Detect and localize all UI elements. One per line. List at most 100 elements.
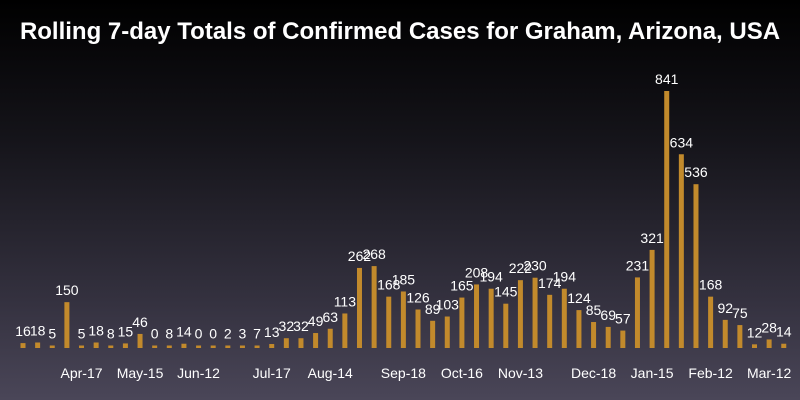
bar-49 bbox=[737, 325, 743, 348]
bar-14 bbox=[225, 345, 231, 348]
data-label-44: 841 bbox=[655, 71, 679, 87]
data-label-31: 208 bbox=[465, 264, 489, 280]
data-label-26: 185 bbox=[392, 271, 416, 287]
data-label-6: 8 bbox=[107, 326, 115, 342]
bar-18 bbox=[283, 338, 289, 348]
bar-37 bbox=[561, 288, 567, 348]
data-label-14: 2 bbox=[224, 326, 232, 342]
data-label-25: 168 bbox=[377, 277, 401, 293]
data-label-33: 145 bbox=[494, 284, 518, 300]
data-label-10: 8 bbox=[165, 326, 173, 342]
data-label-3: 150 bbox=[55, 282, 79, 298]
bar-35 bbox=[532, 277, 538, 348]
data-label-40: 69 bbox=[600, 307, 616, 323]
x-tick-label-11: Mar-12 bbox=[747, 365, 792, 381]
data-label-1: 18 bbox=[30, 323, 46, 339]
x-axis-tick-labels: Apr-17 May-15 Jun-12 Jul-17 Aug-14 Sep-18 Oct-… bbox=[61, 365, 792, 381]
data-label-36: 174 bbox=[538, 275, 562, 291]
bar-23 bbox=[356, 267, 362, 348]
bar-47 bbox=[708, 296, 714, 348]
data-label-23: 262 bbox=[348, 248, 372, 264]
data-label-51: 28 bbox=[761, 319, 777, 335]
data-label-45: 634 bbox=[670, 134, 694, 150]
x-tick-label-2: Jun-12 bbox=[177, 365, 220, 381]
data-label-47: 168 bbox=[699, 277, 723, 293]
bar-36 bbox=[547, 294, 553, 348]
bar-13 bbox=[210, 345, 216, 348]
data-label-48: 92 bbox=[717, 300, 733, 316]
bar-10 bbox=[166, 345, 172, 348]
data-label-13: 0 bbox=[209, 326, 217, 342]
bar-17 bbox=[269, 344, 275, 348]
data-label-30: 165 bbox=[450, 278, 474, 294]
x-tick-label-1: May-15 bbox=[117, 365, 164, 381]
bar-28 bbox=[430, 320, 436, 348]
x-tick-label-0: Apr-17 bbox=[61, 365, 103, 381]
x-tick-label-5: Sep-18 bbox=[381, 365, 426, 381]
data-label-8: 46 bbox=[132, 314, 148, 330]
data-label-21: 63 bbox=[322, 309, 338, 325]
bar-30 bbox=[459, 297, 465, 348]
data-label-12: 0 bbox=[195, 326, 203, 342]
data-label-35: 230 bbox=[523, 258, 547, 274]
data-label-39: 85 bbox=[586, 302, 602, 318]
data-label-27: 126 bbox=[406, 290, 430, 306]
bar-33 bbox=[503, 303, 509, 348]
bar-0 bbox=[20, 343, 26, 348]
bar-26 bbox=[400, 291, 406, 348]
data-label-2: 5 bbox=[48, 326, 56, 342]
bar-45 bbox=[678, 154, 684, 348]
bar-32 bbox=[488, 288, 494, 348]
x-tick-label-8: Dec-18 bbox=[571, 365, 616, 381]
data-label-7: 15 bbox=[118, 323, 134, 339]
bar-29 bbox=[444, 316, 450, 348]
data-label-50: 12 bbox=[747, 324, 763, 340]
bar-20 bbox=[313, 333, 319, 348]
x-tick-label-4: Aug-14 bbox=[308, 365, 353, 381]
bar-9 bbox=[152, 345, 158, 348]
bar-48 bbox=[722, 319, 728, 348]
data-label-19: 32 bbox=[293, 318, 309, 334]
bars-group bbox=[20, 91, 787, 348]
x-tick-label-9: Jan-15 bbox=[631, 365, 674, 381]
bar-39 bbox=[591, 322, 597, 348]
bar-31 bbox=[474, 284, 480, 348]
data-label-24: 268 bbox=[362, 246, 386, 262]
bar-6 bbox=[108, 345, 114, 348]
data-label-29: 103 bbox=[436, 297, 460, 313]
data-label-32: 194 bbox=[479, 269, 503, 285]
data-label-34: 222 bbox=[509, 260, 533, 276]
data-label-15: 3 bbox=[239, 326, 247, 342]
bar-4 bbox=[79, 345, 85, 348]
data-label-4: 5 bbox=[78, 326, 86, 342]
bar-22 bbox=[342, 313, 348, 348]
bar-7 bbox=[122, 343, 128, 348]
data-label-0: 16 bbox=[15, 323, 31, 339]
bar-2 bbox=[49, 345, 55, 348]
data-label-20: 49 bbox=[308, 313, 324, 329]
data-label-11: 14 bbox=[176, 324, 192, 340]
data-label-9: 0 bbox=[151, 326, 159, 342]
data-label-18: 32 bbox=[279, 318, 295, 334]
data-label-37: 194 bbox=[553, 269, 577, 285]
data-label-49: 75 bbox=[732, 305, 748, 321]
data-label-52: 14 bbox=[776, 324, 792, 340]
bar-38 bbox=[576, 310, 582, 348]
bar-21 bbox=[327, 328, 333, 348]
bar-25 bbox=[386, 296, 392, 348]
bar-24 bbox=[371, 266, 377, 348]
bar-12 bbox=[196, 345, 202, 348]
bar-42 bbox=[634, 277, 640, 348]
bar-34 bbox=[517, 280, 523, 348]
x-tick-label-3: Jul-17 bbox=[253, 365, 291, 381]
bar-43 bbox=[649, 249, 655, 348]
x-tick-label-6: Oct-16 bbox=[441, 365, 483, 381]
data-label-38: 124 bbox=[567, 290, 591, 306]
data-label-5: 18 bbox=[88, 323, 104, 339]
data-label-17: 13 bbox=[264, 324, 280, 340]
bar-40 bbox=[605, 326, 611, 348]
data-label-46: 536 bbox=[684, 164, 708, 180]
bar-16 bbox=[254, 345, 260, 348]
